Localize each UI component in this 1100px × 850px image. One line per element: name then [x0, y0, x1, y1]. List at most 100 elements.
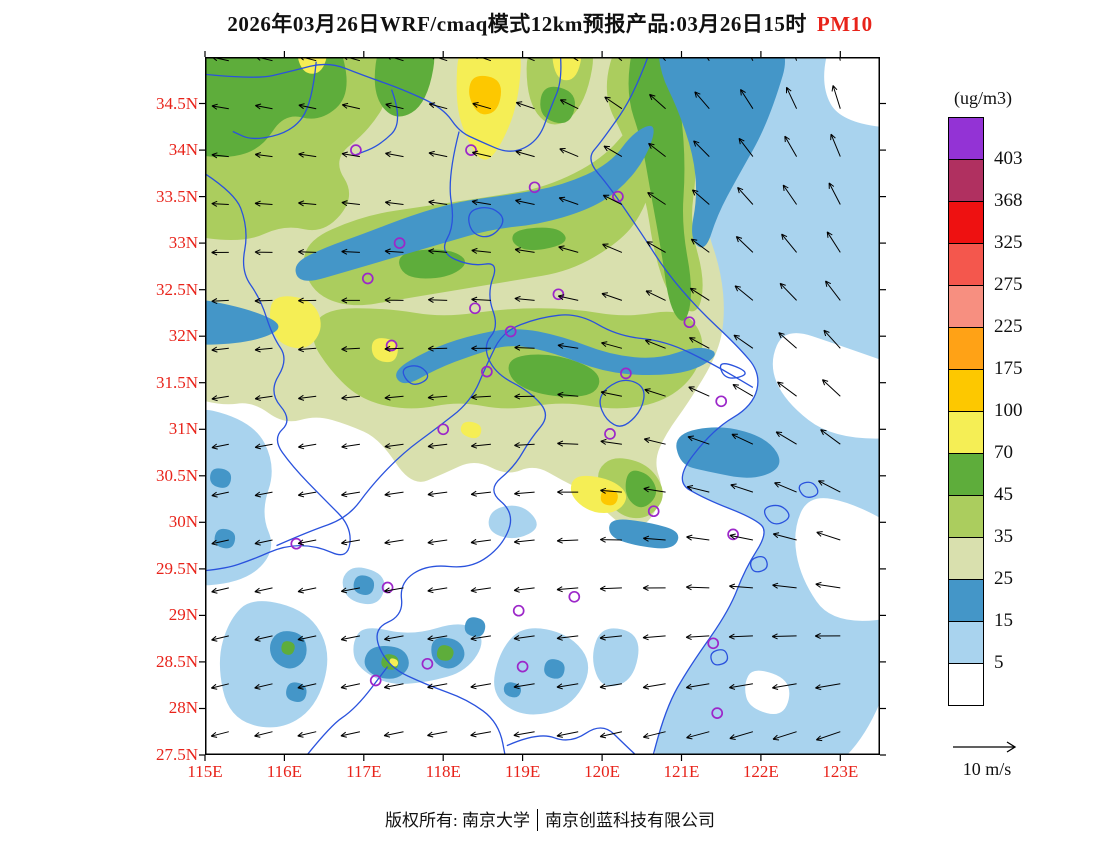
wind-scale-arrow	[953, 741, 1017, 753]
wind-arrow	[341, 443, 360, 450]
wind-arrow	[211, 443, 229, 450]
y-axis-label: 29.5N	[155, 558, 198, 578]
wind-arrow	[782, 184, 798, 205]
legend-level-label: 325	[994, 232, 1023, 253]
wind-arrow	[211, 346, 229, 353]
wind-arrow	[254, 297, 273, 304]
wind-arrow	[643, 437, 666, 445]
wind-arrow	[690, 238, 710, 253]
wind-arrow	[815, 581, 841, 589]
boundary-line	[276, 314, 754, 547]
station-marker	[552, 288, 565, 301]
wind-arrow	[385, 151, 404, 158]
legend-color-box	[948, 327, 984, 370]
contour-region	[374, 57, 435, 117]
contour-region	[508, 354, 600, 397]
station-marker	[437, 423, 450, 436]
wind-arrow	[472, 102, 492, 110]
wind-arrow	[646, 241, 666, 253]
wind-arrow	[729, 583, 753, 590]
boundary-line	[306, 666, 389, 755]
wind-arrow	[513, 586, 535, 593]
wind-arrow	[470, 635, 491, 642]
wind-arrow	[298, 394, 317, 401]
footer-divider	[536, 809, 538, 831]
wind-arrow	[297, 587, 317, 594]
wind-arrow	[384, 587, 404, 594]
y-axis-label: 28N	[168, 698, 198, 718]
wind-arrow	[570, 57, 579, 62]
wind-arrow	[599, 634, 622, 641]
wind-arrow	[818, 480, 841, 493]
y-axis-label: 29N	[168, 605, 198, 625]
wind-arrow	[384, 394, 404, 401]
wind-scale: 10 m/s	[942, 736, 1032, 780]
x-axis-label: 116E	[266, 762, 303, 781]
y-axis-label: 31N	[168, 419, 198, 439]
legend-level-label: 225	[994, 316, 1023, 337]
wind-arrow	[602, 243, 623, 253]
wind-arrow	[558, 245, 579, 253]
x-axis-label: 123E	[822, 762, 859, 781]
legend-level-label: 100	[994, 400, 1023, 421]
y-axis-label: 31.5N	[155, 372, 198, 392]
wind-arrow	[557, 440, 579, 447]
wind-arrow	[735, 236, 754, 253]
wind-arrow	[828, 182, 841, 205]
wind-arrow	[428, 102, 448, 110]
wind-arrow	[427, 490, 448, 497]
legend-color-box	[948, 201, 984, 244]
wind-arrow	[729, 683, 753, 690]
wind-arrow	[513, 731, 535, 738]
wind-arrow	[428, 199, 448, 206]
legend-color-bar: 403 368 325 275 225 175 100 70 45 35 25 15 5	[948, 117, 1023, 706]
footer-right-text: 南京创蓝科技有限公司	[544, 811, 715, 830]
wind-arrow	[254, 539, 273, 546]
wind-arrow	[616, 57, 623, 62]
wind-arrow	[685, 584, 710, 591]
contour-region	[281, 641, 295, 655]
forecast-map	[199, 51, 886, 761]
wind-arrow	[297, 731, 317, 738]
wind-arrows-layer	[210, 57, 841, 742]
wind-arrow	[254, 635, 273, 642]
wind-arrow	[254, 395, 273, 401]
contour-region	[552, 57, 582, 81]
wind-arrow	[772, 532, 797, 541]
y-axis-label: 27.5N	[155, 745, 198, 764]
boundary-line	[205, 57, 562, 152]
contour-region	[658, 57, 785, 248]
wind-arrow	[732, 384, 754, 397]
wind-arrow	[254, 731, 273, 738]
wind-arrow	[384, 539, 404, 546]
legend-unit-label: (ug/m3)	[954, 88, 1012, 108]
color-legend: (ug/m3) 403 368 325 275 225 175 100 70 45 35 25 15 5	[948, 88, 1038, 706]
contour-region	[436, 645, 454, 661]
wind-arrow	[298, 151, 317, 158]
wind-arrow	[771, 633, 797, 640]
legend-color-box	[948, 285, 984, 328]
wind-arrow	[298, 200, 317, 207]
title-text: 2026年03月26日WRF/cmaq模式12km预报产品:03月26日15时	[227, 12, 807, 36]
page-title: 2026年03月26日WRF/cmaq模式12km预报产品:03月26日15时 P…	[0, 8, 1100, 38]
legend-color-box	[948, 411, 984, 454]
contour-region	[625, 470, 657, 508]
wind-arrow	[820, 429, 841, 445]
wind-arrow	[557, 343, 579, 349]
contour-region	[286, 682, 307, 702]
wind-arrow	[514, 344, 535, 351]
wind-arrow	[731, 433, 754, 445]
wind-arrow	[691, 189, 710, 205]
boundary-line	[232, 61, 317, 140]
station-marker	[465, 144, 477, 156]
wind-arrow	[734, 285, 754, 301]
legend-color-box	[948, 243, 984, 286]
legend-level-label: 368	[994, 190, 1023, 211]
title-pollutant: PM10	[816, 12, 873, 36]
wind-arrow	[471, 150, 492, 158]
x-axis-label: 115E	[187, 762, 223, 781]
footer-left-text: 版权所有: 南京大学	[385, 811, 530, 830]
wind-arrow	[211, 298, 229, 305]
contour-region	[353, 575, 375, 595]
wind-arrow	[814, 632, 841, 640]
